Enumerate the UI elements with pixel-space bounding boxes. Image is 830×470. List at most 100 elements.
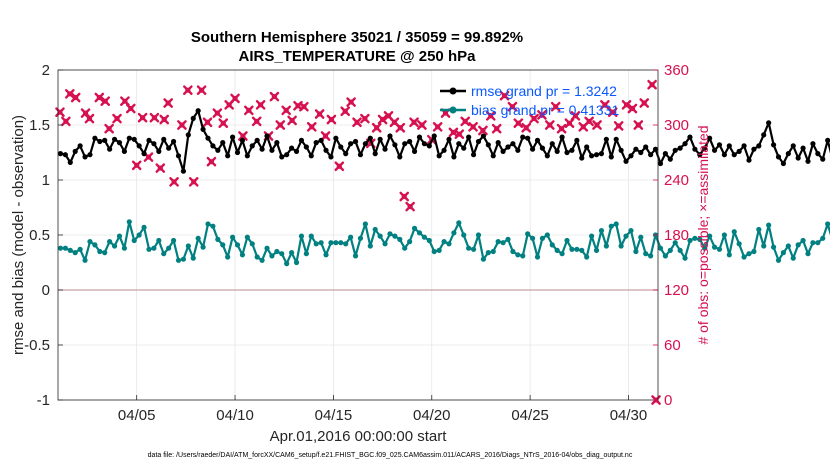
data-file-footer: data file: /Users/raeder/DAI/ATM_forcXX/… [148,452,633,459]
rmse-point [805,158,811,164]
bias-point [549,242,555,248]
bias-point [667,247,673,253]
bias-point [82,257,88,263]
obs-assimilated-marker [377,114,388,125]
rmse-point [456,141,462,147]
bias-point [593,247,600,253]
rmse-point [303,144,309,150]
bias-point [121,245,127,251]
obs-marker-core [610,109,616,115]
obs-marker-core [102,98,108,104]
rmse-point [87,152,93,158]
obs-assimilated-marker [621,100,632,110]
obs-marker-core [106,126,112,132]
obs-marker-core [328,116,335,123]
bias-point [313,241,319,247]
rmse-point [751,146,757,152]
obs-marker-core [317,111,323,117]
bias-point [156,237,162,244]
bias-point [372,226,378,233]
obs-marker-core [602,102,608,108]
bias-point [126,219,132,225]
rmse-point [77,143,83,149]
obs-marker-core [271,93,277,100]
rmse-point [180,168,187,174]
bias-point [657,245,664,251]
obs-assimilated-marker [287,115,297,126]
bias-point [810,240,816,246]
obs-assimilated-marker [346,97,356,107]
rmse-point [67,159,73,165]
rmse-point [662,151,668,157]
obs-assimilated-marker [352,117,362,128]
legend-rmse-label: rmse grand pr = 1.3242 [471,83,617,99]
rmse-point [156,148,162,154]
obs-assimilated-marker [65,89,75,99]
obs-assimilated-marker [405,201,415,212]
left-tick-label: 1 [42,172,50,189]
right-tick-label: 240 [664,172,689,189]
obs-marker-core [289,117,295,124]
bias-point [411,225,418,231]
bias-point [190,255,196,261]
obs-assimilated-marker [320,131,331,141]
rmse-point [121,148,127,154]
obs-assimilated-marker [639,98,650,108]
obs-assimilated-marker [633,120,644,130]
bias-point [623,233,629,239]
rmse-point [657,160,664,167]
bias-point [554,247,560,253]
obs-marker-core [161,116,167,123]
obs-assimilated-marker [537,110,547,120]
rmse-point [436,153,442,159]
obs-marker-core [204,119,211,125]
rmse-point [707,135,713,141]
obs-marker-core [531,115,537,122]
obs-marker-core [616,123,622,129]
obs-assimilated-marker [545,120,555,130]
obs-assimilated-marker [299,101,309,112]
rmse-point [623,158,629,164]
bias-point [284,261,290,267]
rmse-point [480,133,487,139]
y-axis-label-left: rmse and bias (model - observation) [10,115,27,355]
obs-marker-core [145,154,152,160]
bias-point [323,252,329,258]
rmse-point [377,136,383,142]
obs-marker-core [214,110,220,116]
rmse-point [259,146,265,152]
rmse-point [461,145,467,151]
obs-marker-core [462,118,468,124]
bias-point [57,245,64,251]
obs-marker-core [411,119,417,125]
bias-point [820,235,826,241]
obs-marker-core [547,122,553,128]
obs-marker-core [407,203,413,210]
x-tick-label: 04/25 [511,407,549,424]
legend-rmse-marker [449,87,457,95]
bias-point [544,232,550,238]
bias-point [648,253,654,259]
obs-assimilated-marker [281,105,291,116]
obs-marker-core [523,125,529,131]
chart-title-line-1: Southern Hemisphere 35021 / 35059 = 99.8… [191,29,523,46]
rmse-point [446,136,452,142]
rmse-point [702,145,708,151]
bias-point [633,248,639,255]
bias-point [672,240,678,246]
rmse-point [372,151,378,157]
obs-assimilated-marker [131,160,142,171]
bias-point [510,248,516,255]
bias-point [731,229,737,235]
obs-marker-core [649,82,655,88]
obs-marker-core [73,94,79,101]
obs-assimilated-marker [468,122,478,132]
bias-point [825,221,830,227]
rmse-point [790,143,796,149]
obs-assimilated-marker [584,116,594,127]
obs-marker-core [572,113,578,119]
obs-assimilated-marker [478,125,488,136]
obs-marker-core [139,115,146,121]
right-tick-label: 180 [664,227,689,244]
bias-point [716,246,723,252]
